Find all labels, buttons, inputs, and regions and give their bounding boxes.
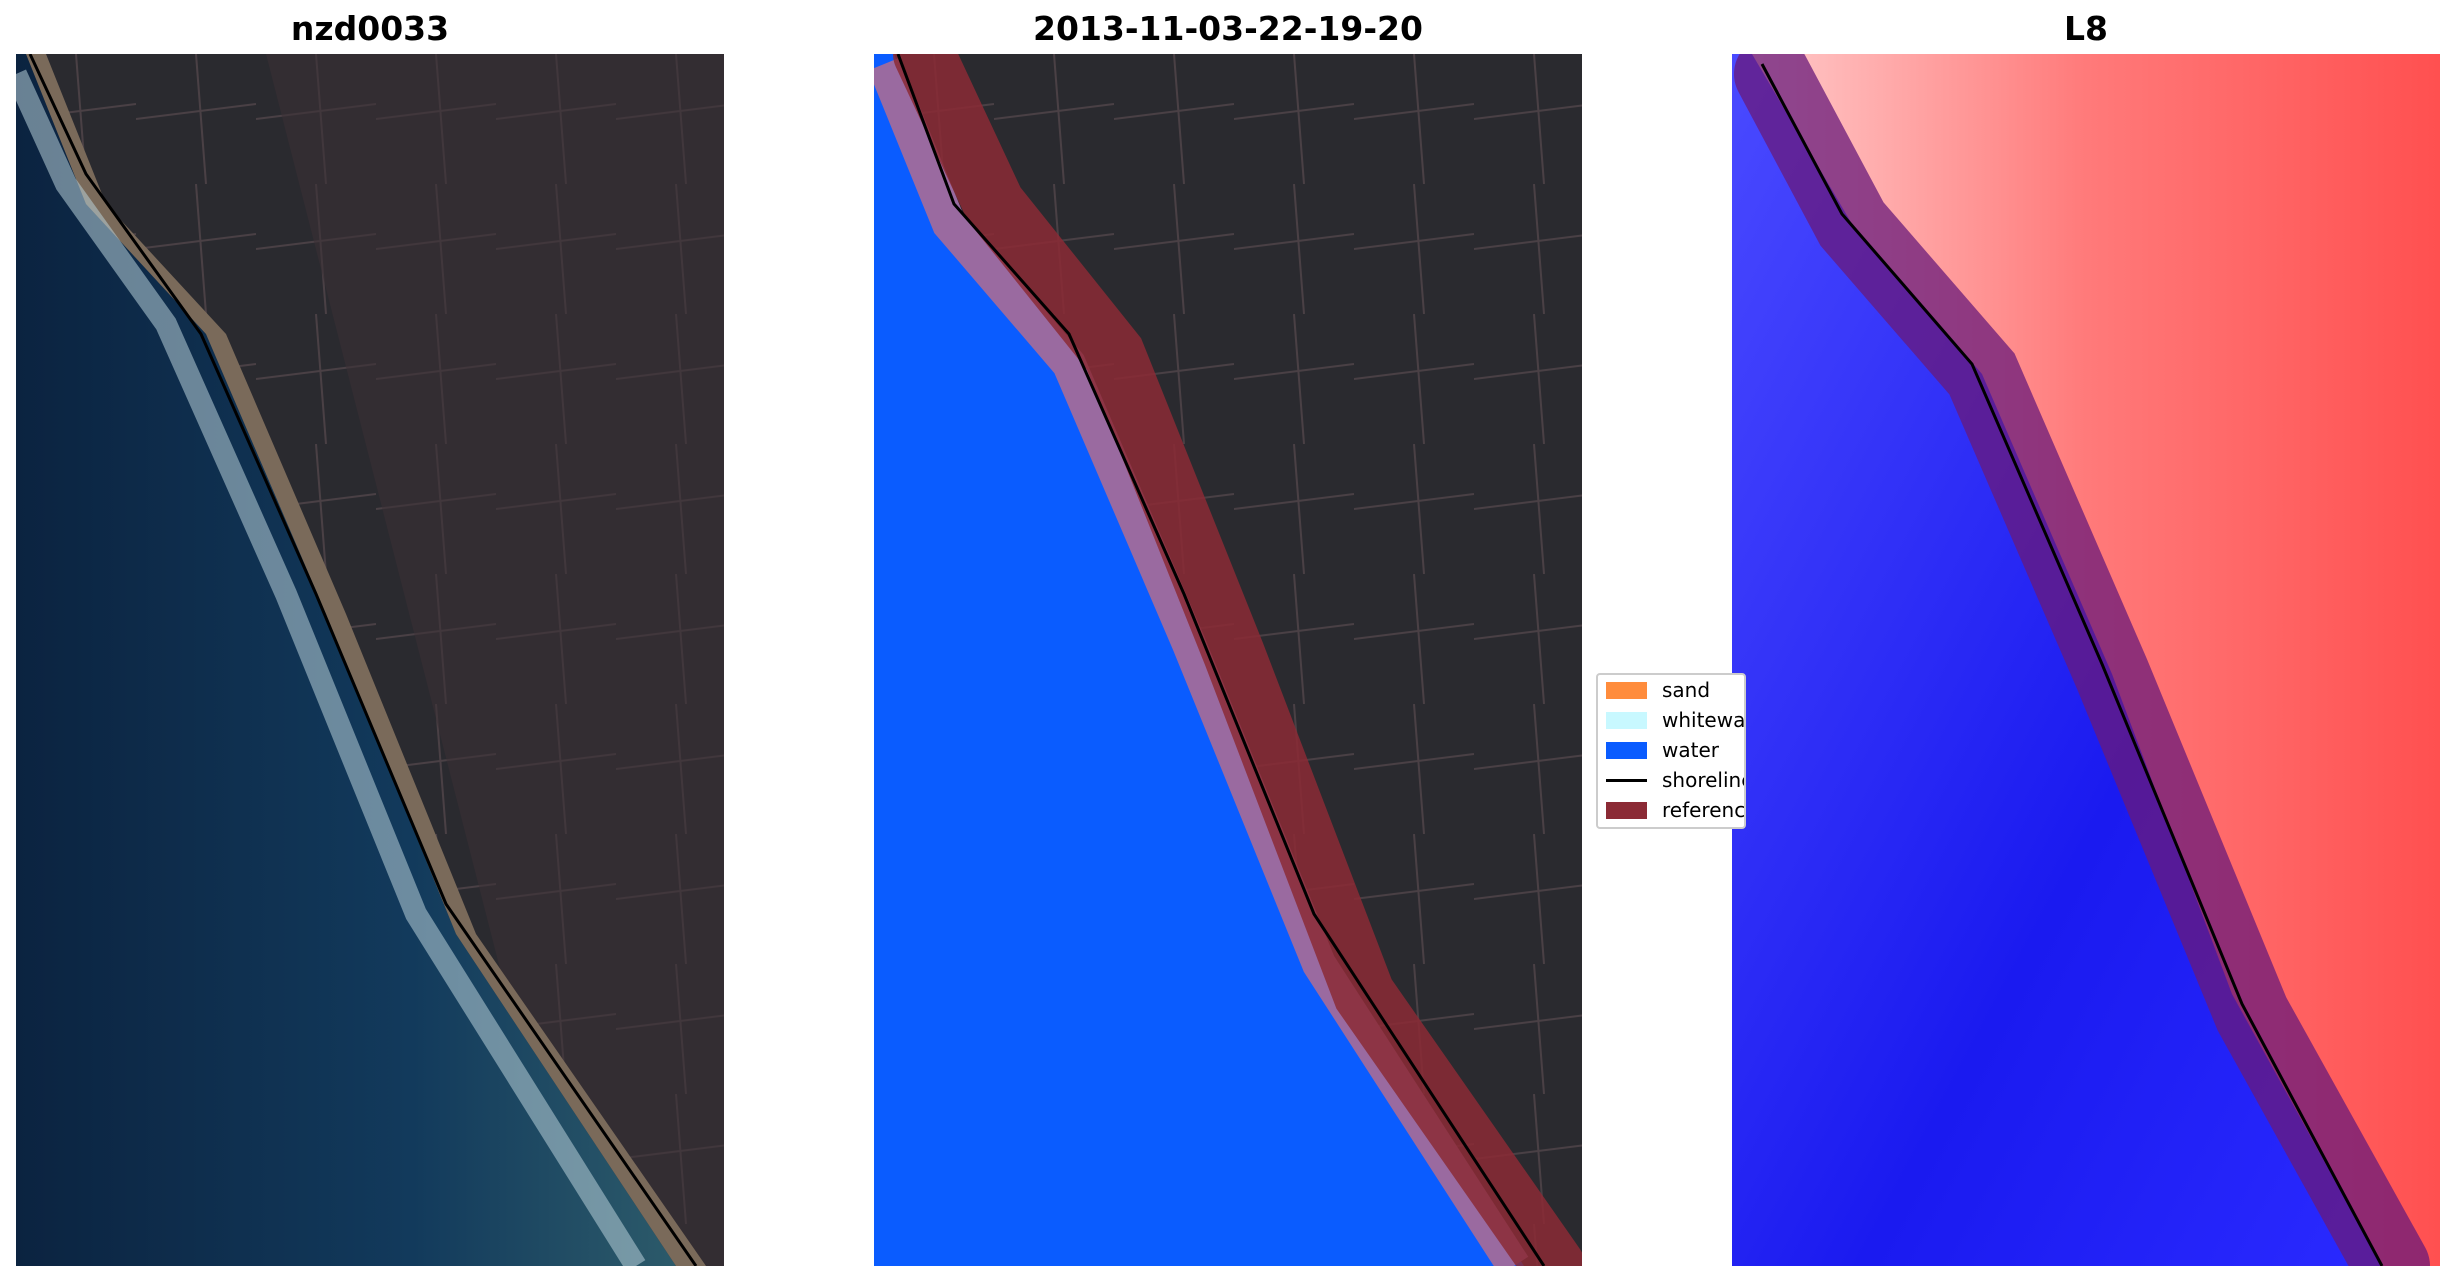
panel-title-classification: 2013-11-03-22-19-20 <box>1033 9 1423 48</box>
index-panel <box>1732 54 2440 1266</box>
legend-item-whitewater: whitewater <box>1598 705 1746 735</box>
shoreline-line-icon <box>1606 779 1647 782</box>
rgb-satellite-image <box>16 54 724 1266</box>
shoreline-trace <box>1760 63 2384 1266</box>
buffer-swatch-icon <box>1606 802 1647 819</box>
legend-label: reference shoreline buffer <box>1662 798 1746 822</box>
legend-label: water <box>1662 738 1719 762</box>
surf-zone <box>16 69 646 1266</box>
legend-item-shoreline: shoreline <box>1598 765 1746 795</box>
legend-label: whitewater <box>1662 708 1746 732</box>
whitewater-swatch-icon <box>1606 712 1647 729</box>
legend-label: shoreline <box>1662 768 1746 792</box>
shoreline-trace <box>28 54 698 1266</box>
shoreline-trace <box>896 54 1546 1266</box>
panel-title-index: L8 <box>2064 9 2108 48</box>
classification-panel <box>874 54 1582 1266</box>
sand-swatch-icon <box>1606 682 1647 699</box>
legend-item-sand: sand <box>1598 675 1744 705</box>
beach-strip <box>26 54 706 1266</box>
reference-buffer-band <box>1734 54 2430 1266</box>
legend-label: sand <box>1662 678 1711 702</box>
legend-item-reference-buffer: reference shoreline buffer <box>1598 795 1746 825</box>
legend-item-water: water <box>1598 735 1744 765</box>
rgb-image-panel <box>16 54 724 1266</box>
legend: sand whitewater water shoreline referenc… <box>1596 673 1746 829</box>
panel-title-rgb: nzd0033 <box>290 9 450 48</box>
index-image <box>1732 54 2440 1266</box>
classification-image <box>874 54 1582 1266</box>
water-swatch-icon <box>1606 742 1647 759</box>
upper-land-area <box>266 54 724 1266</box>
